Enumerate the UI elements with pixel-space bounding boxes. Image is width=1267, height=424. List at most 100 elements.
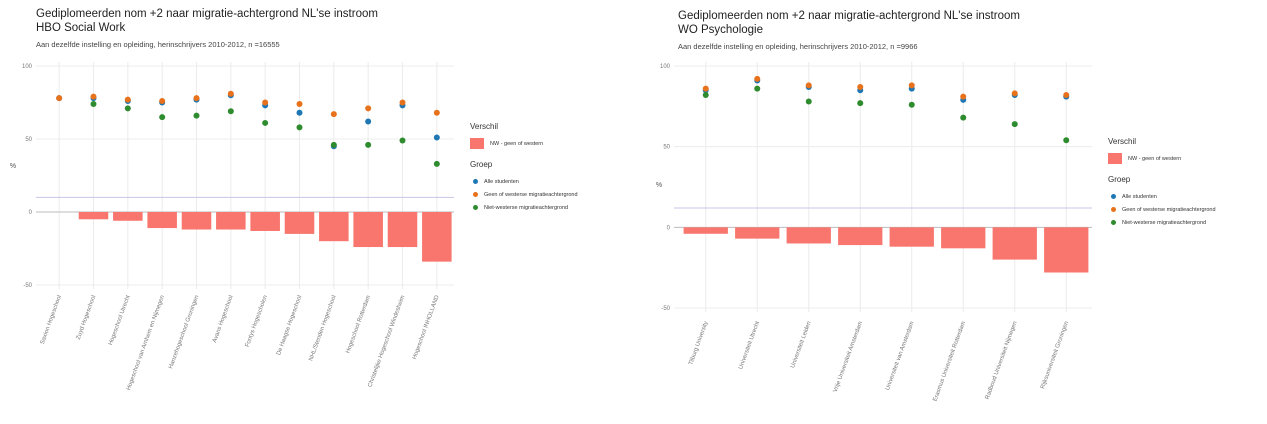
legend-label-alle: Alle studenten: [484, 178, 519, 185]
dot-niet-westerse: [857, 100, 864, 107]
dot-geen-westerse: [754, 75, 761, 82]
legend-dot-niet: [473, 205, 478, 210]
legend-groep-title: Groep: [470, 160, 493, 169]
x-tick-label: De Haagse Hogeschool: [276, 295, 303, 357]
y-axis-label: %: [656, 182, 662, 189]
dot-geen-westerse: [56, 95, 63, 102]
legend: Verschil NW - geen of western Groep Alle…: [1108, 137, 1216, 229]
y-tick-label: 0: [29, 210, 33, 216]
legend-label-geen: Geen of westerse migratieachtergrond: [484, 191, 578, 198]
chart-note: Aan dezelfde instelling en opleiding, he…: [678, 42, 918, 51]
x-tick-label: Radboud Universiteit Nijmegen: [985, 321, 1019, 401]
legend-verschil-label: NW - geen of western: [1128, 155, 1182, 162]
difference-bar: [735, 227, 780, 239]
legend: Verschil NW - geen of western Groep Alle…: [470, 122, 578, 214]
chart-title: Gediplomeerden nom +2 naar migratie-acht…: [36, 8, 378, 20]
legend-dot-alle: [473, 179, 478, 184]
dot-niet-westerse: [296, 124, 303, 131]
chart-panel-left: Gediplomeerden nom +2 naar migratie-acht…: [0, 0, 630, 424]
x-tick-label: Zuyd Hogeschool: [76, 295, 98, 341]
x-tick-label: Universiteit Leiden: [790, 321, 813, 369]
legend-dot-niet: [1111, 220, 1116, 225]
legend-groep-title: Groep: [1108, 175, 1131, 184]
legend-dot-geen: [473, 192, 478, 197]
dot-niet-westerse: [399, 137, 406, 144]
x-tick-label: Hanzehogeschool Groningen: [168, 295, 200, 370]
dot-alle-studenten: [296, 109, 303, 116]
dot-niet-westerse: [908, 101, 915, 108]
x-tick-label: Avans Hogeschool: [212, 295, 235, 344]
dot-niet-westerse: [90, 100, 97, 107]
legend-label-geen: Geen of westerse migratieachtergrond: [1122, 206, 1216, 213]
dot-niet-westerse: [227, 108, 234, 115]
legend-dot-geen: [1111, 207, 1116, 212]
dot-geen-westerse: [296, 100, 303, 107]
dot-alle-studenten: [365, 118, 372, 125]
dot-geen-westerse: [90, 93, 97, 100]
legend-bar-swatch: [470, 138, 484, 149]
difference-bar: [941, 227, 986, 249]
dot-geen-westerse: [960, 93, 967, 100]
legend-item-verschil: NW - geen of western: [470, 137, 578, 150]
dot-geen-westerse: [330, 111, 337, 118]
difference-bar: [683, 227, 728, 234]
legend-item-niet: Niet-westerse migratieachtergrond: [1108, 216, 1216, 229]
chart-title: Gediplomeerden nom +2 naar migratie-acht…: [678, 10, 1020, 22]
chart-subtitle: WO Psychologie: [678, 24, 764, 36]
chart-plot: -50 0 50 100% Saxion Hogeschool Zuyd Hogescho…: [10, 62, 454, 392]
x-tick-label: Hogeschool van Arnhem en Nijmegen: [126, 295, 166, 392]
x-tick-label: Saxion Hogeschool: [40, 295, 63, 346]
difference-bar: [250, 212, 280, 231]
dot-niet-westerse: [1011, 121, 1018, 128]
legend-label-niet: Niet-westerse migratieachtergrond: [484, 204, 569, 211]
legend-verschil-title: Verschil: [1108, 137, 1137, 146]
difference-bar: [78, 212, 109, 220]
difference-bar: [786, 227, 831, 244]
difference-bar: [284, 212, 315, 234]
legend-item-geen: Geen of westerse migratieachtergrond: [1108, 203, 1216, 216]
dot-niet-westerse: [1063, 137, 1070, 144]
dot-geen-westerse: [433, 109, 440, 116]
y-tick-label: -50: [661, 306, 670, 312]
dot-geen-westerse: [857, 83, 864, 90]
dot-niet-westerse: [159, 114, 166, 121]
x-tick-label: Vrije Universiteit Amsterdam: [833, 321, 864, 394]
dot-geen-westerse: [193, 95, 200, 102]
x-tick-label: Universiteit van Amsterdam: [885, 321, 916, 392]
difference-bar: [422, 212, 452, 262]
legend-item-verschil: NW - geen of western: [1108, 152, 1216, 165]
chart-plot: -50 0 50 100% Tilburg University Universiteit…: [656, 62, 1092, 403]
dot-niet-westerse: [960, 114, 967, 121]
dot-geen-westerse: [805, 82, 812, 89]
difference-bar: [147, 212, 177, 229]
difference-bar: [889, 227, 934, 247]
legend-item-alle: Alle studenten: [470, 175, 578, 188]
x-tick-label: Christelijke Hogeschool Windesheim: [367, 295, 406, 389]
y-tick-label: 50: [25, 137, 32, 143]
y-axis-label: %: [10, 163, 16, 170]
legend-bar-swatch: [1108, 153, 1122, 164]
dot-niet-westerse: [262, 119, 269, 126]
legend-label-alle: Alle studenten: [1122, 193, 1157, 200]
dot-geen-westerse: [365, 105, 372, 112]
dot-geen-westerse: [262, 99, 269, 106]
dot-geen-westerse: [908, 82, 915, 89]
dot-niet-westerse: [805, 98, 812, 105]
legend-item-geen: Geen of westerse migratieachtergrond: [470, 188, 578, 201]
difference-bar: [181, 212, 212, 230]
dot-niet-westerse: [433, 160, 440, 167]
dot-niet-westerse: [702, 92, 709, 99]
chart-panel-right: Gediplomeerden nom +2 naar migratie-acht…: [650, 0, 1267, 424]
legend-item-alle: Alle studenten: [1108, 190, 1216, 203]
x-tick-label: Tilburg University: [688, 321, 709, 366]
legend-item-niet: Niet-westerse migratieachtergrond: [470, 201, 578, 214]
x-tick-label: NHL/Stenden Hogeschool: [308, 295, 337, 362]
difference-bar: [387, 212, 418, 248]
dot-geen-westerse: [1063, 92, 1070, 99]
dot-geen-westerse: [159, 98, 166, 105]
y-tick-label: -50: [23, 283, 32, 289]
x-tick-label: Erasmus Universiteit Rotterdam: [933, 321, 968, 403]
x-tick-label: Hogeschool Utrecht: [108, 294, 132, 346]
dot-niet-westerse: [124, 105, 131, 112]
difference-bar: [216, 212, 246, 230]
